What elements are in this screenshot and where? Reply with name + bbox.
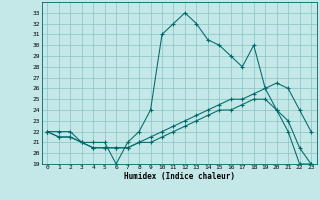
X-axis label: Humidex (Indice chaleur): Humidex (Indice chaleur) [124, 172, 235, 181]
